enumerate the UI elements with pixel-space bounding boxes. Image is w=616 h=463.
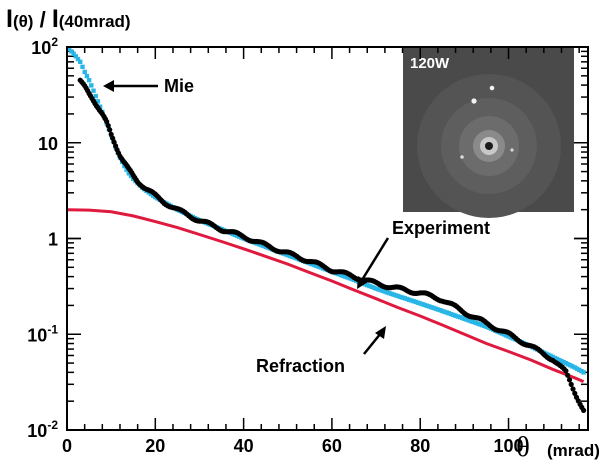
data-point-mie [484,324,489,329]
data-point-mie [424,303,429,308]
data-point-mie [437,308,443,313]
x-tick-label: 100 [494,436,524,456]
data-point-experiment [581,407,587,413]
y-axis-title: I(θ) / I(40mrad) [6,5,131,33]
y-tick-label: 10 [38,134,58,154]
inset-spot [510,148,514,152]
data-point-mie [95,99,101,104]
x-axis-unit: (mrad) [547,441,600,460]
y-title-main2: I [52,5,59,33]
data-point-mie [91,88,96,93]
data-point-mie [347,276,352,281]
inset-spot [489,85,495,91]
inset-spot [471,98,477,104]
diffraction-inset: 120W [403,47,574,218]
data-point-experiment [568,381,574,387]
data-point-mie [93,93,98,99]
data-point-mie [71,51,76,56]
data-point-mie [453,313,458,318]
plot-frame [66,46,589,431]
y-title-arg1: (θ) [13,12,34,31]
experiment-arrowhead [357,276,368,289]
x-tick-label: 40 [234,436,254,456]
data-point-mie [75,56,81,62]
data-point-mie [464,317,469,322]
data-point-mie [84,73,90,79]
mie-label: Mie [164,76,194,96]
data-point-mie [501,332,507,337]
data-point-mie [570,364,575,369]
tick-labels: 0 20 40 60 80 100 10-2 10-1 1 10 102 [27,35,523,456]
data-point-mie [400,295,405,300]
y-title-arg2: (40mrad) [59,12,131,31]
data-point-mie [448,311,454,317]
data-point-mie [126,171,131,176]
data-point-mie [150,193,156,198]
data-point-mie [384,290,390,295]
data-point-mie [338,272,343,278]
data-point-mie [86,78,92,83]
data-point-mie [78,59,83,64]
data-point-mie [367,283,372,289]
x-tick-label: 60 [322,436,342,456]
data-point-mie [73,54,78,59]
y-tick-label: 10-2 [27,418,58,441]
annotations: Mie Experiment Refraction [103,76,490,376]
data-point-mie [82,69,87,75]
data-point-experiment [566,377,573,383]
inset-beam-stop [485,142,493,150]
data-point-mie [373,286,379,291]
data-point-mie [422,302,427,308]
data-point-experiment [105,123,111,129]
inset-spot [460,155,464,159]
refraction-label: Refraction [256,356,345,376]
data-point-mie [256,242,262,247]
data-point-experiment [110,135,116,141]
data-point-mie [411,299,416,304]
data-point-experiment [108,131,114,137]
data-point-mie [309,262,315,267]
data-point-experiment [565,372,571,378]
series-layer [66,46,587,413]
data-point-mie [124,167,129,172]
data-point-mie [89,83,94,88]
refraction-arrow [363,332,382,355]
series-line-refraction [66,208,585,383]
mie-arrowhead [103,80,114,92]
y-tick-label: 1 [48,230,58,250]
y-tick-label: 102 [31,35,58,58]
y-title-main: I [6,5,13,33]
x-axis-symbol: θ [516,431,530,463]
series-experiment [77,77,587,413]
data-point-mie [395,293,401,299]
x-tick-label: 0 [62,436,72,456]
refraction-arrowhead [375,326,386,339]
data-point-mie [80,64,85,69]
data-point-mie [426,304,432,309]
data-point-mie [581,370,586,375]
data-point-mie [69,49,74,54]
data-point-experiment [563,368,569,374]
inset-label: 120W [410,55,450,72]
data-point-experiment [570,386,576,392]
series-refraction [66,208,585,383]
y-title-sep: / [33,7,51,32]
data-point-experiment [104,119,110,125]
y-tick-label: 10-1 [27,322,58,345]
data-point-experiment [107,127,113,133]
experiment-arrow [360,237,390,281]
x-tick-label: 20 [145,436,165,456]
data-point-experiment [572,390,578,396]
x-tick-label: 80 [410,436,430,456]
experiment-label: Experiment [392,218,490,238]
data-point-mie [67,46,72,52]
data-point-mie [475,321,480,326]
